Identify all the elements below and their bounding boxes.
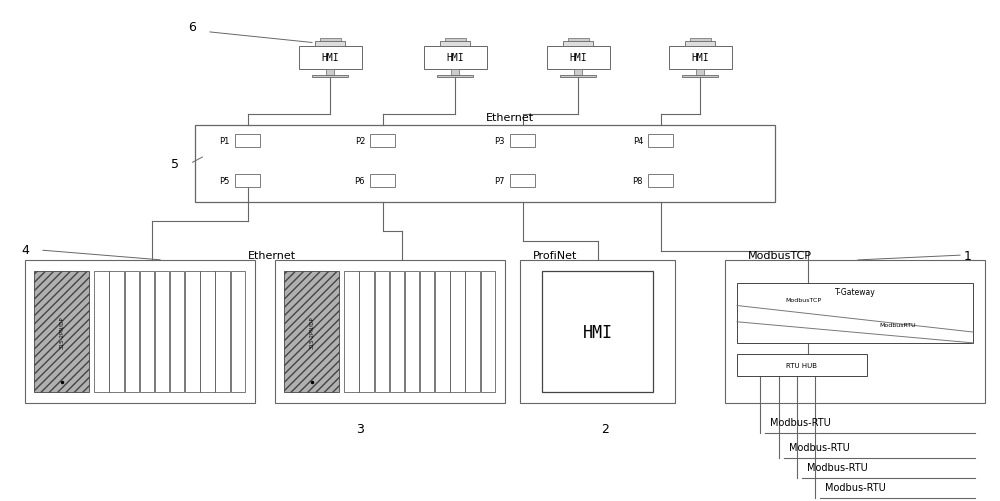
Text: P1: P1 [220, 137, 230, 146]
Bar [424, 47, 486, 70]
Bar [370, 175, 395, 187]
Bar [690, 39, 710, 42]
Text: 315-2PN/DP: 315-2PN/DP [309, 316, 314, 348]
Bar [737, 355, 867, 376]
Text: Modbus-RTU: Modbus-RTU [789, 442, 849, 452]
Text: RTU HUB: RTU HUB [786, 362, 818, 368]
Text: T-Gateway: T-Gateway [835, 287, 875, 296]
Bar [125, 272, 139, 392]
Bar [25, 261, 255, 403]
Bar [510, 135, 535, 147]
Bar [284, 272, 339, 392]
Bar [375, 272, 389, 392]
Bar [298, 47, 362, 70]
Text: HMI: HMI [582, 323, 612, 341]
Bar [109, 272, 124, 392]
Text: 4: 4 [21, 244, 29, 257]
Bar [668, 47, 732, 70]
Text: ModbusTCP: ModbusTCP [785, 298, 821, 303]
Bar [520, 261, 675, 403]
Bar [563, 42, 593, 47]
Bar [648, 175, 673, 187]
Bar [185, 272, 200, 392]
Bar [435, 272, 450, 392]
Bar [465, 272, 480, 392]
Bar [370, 135, 395, 147]
Text: ModbusTCP: ModbusTCP [748, 250, 812, 261]
Bar [390, 272, 404, 392]
Text: P4: P4 [633, 137, 643, 146]
Bar [440, 42, 470, 47]
Text: HMI: HMI [691, 53, 709, 63]
Text: Modbus-RTU: Modbus-RTU [770, 417, 831, 427]
Text: Ethernet: Ethernet [248, 250, 296, 261]
Text: HMI: HMI [569, 53, 587, 63]
Bar [725, 261, 985, 403]
Text: 315-2PN/DP: 315-2PN/DP [59, 316, 64, 348]
Bar [170, 272, 184, 392]
Text: P6: P6 [354, 177, 365, 186]
Bar [568, 39, 588, 42]
Bar [312, 76, 348, 78]
Bar [235, 175, 260, 187]
Bar [510, 175, 535, 187]
Bar [344, 272, 359, 392]
Bar [574, 70, 582, 76]
Text: HMI: HMI [321, 53, 339, 63]
Bar [450, 272, 465, 392]
Bar [560, 76, 596, 78]
Bar [444, 39, 466, 42]
Text: P5: P5 [220, 177, 230, 186]
Bar [94, 272, 109, 392]
Text: P3: P3 [494, 137, 505, 146]
Bar [315, 42, 345, 47]
Bar [326, 70, 334, 76]
Text: 5: 5 [171, 158, 179, 171]
Bar [696, 70, 704, 76]
Bar [648, 135, 673, 147]
Text: P8: P8 [633, 177, 643, 186]
Text: Ethernet: Ethernet [486, 113, 534, 123]
Text: 3: 3 [356, 422, 364, 435]
Bar [231, 272, 245, 392]
Text: 6: 6 [188, 21, 196, 34]
Bar [437, 76, 473, 78]
Bar [359, 272, 374, 392]
Bar [737, 283, 973, 343]
Bar [320, 39, 340, 42]
Text: P7: P7 [494, 177, 505, 186]
Text: HMI: HMI [446, 53, 464, 63]
Text: ProfiNet: ProfiNet [533, 250, 577, 261]
Bar [34, 272, 89, 392]
Text: 1: 1 [964, 249, 972, 262]
Text: P2: P2 [355, 137, 365, 146]
Bar [546, 47, 610, 70]
Bar [195, 125, 775, 203]
Bar [451, 70, 459, 76]
Bar [140, 272, 154, 392]
Bar [420, 272, 434, 392]
Text: ModbusRTU: ModbusRTU [879, 323, 916, 328]
Bar [155, 272, 169, 392]
Bar [235, 135, 260, 147]
Bar [275, 261, 505, 403]
Bar [215, 272, 230, 392]
Bar [200, 272, 215, 392]
Bar [405, 272, 419, 392]
Text: 2: 2 [601, 422, 609, 435]
Bar [542, 272, 653, 392]
Bar [682, 76, 718, 78]
Text: Modbus-RTU: Modbus-RTU [807, 462, 868, 472]
Bar [481, 272, 495, 392]
Text: Modbus-RTU: Modbus-RTU [825, 482, 886, 492]
Bar [685, 42, 715, 47]
